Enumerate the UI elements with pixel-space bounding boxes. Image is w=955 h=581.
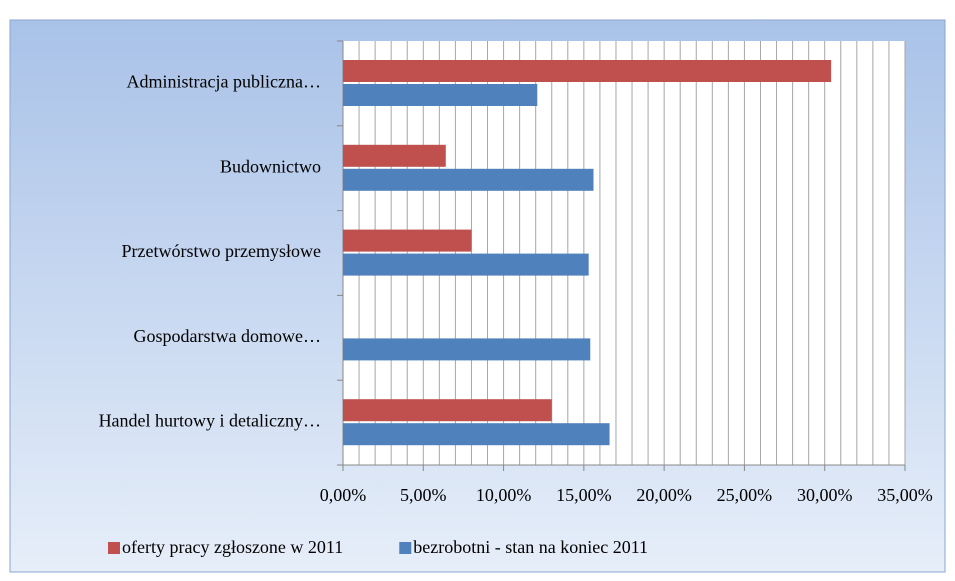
bar (343, 144, 446, 167)
bar (343, 60, 832, 82)
x-tick-label: 20,00% (636, 485, 692, 505)
plot-area (343, 41, 905, 465)
x-tick-label: 0,00% (320, 485, 367, 505)
legend-swatch (108, 542, 120, 554)
x-tick-label: 30,00% (797, 485, 853, 505)
bar (343, 253, 589, 276)
y-tick-label: Handel hurtowy i detaliczny… (99, 411, 321, 431)
x-tick-label: 5,00% (400, 485, 447, 505)
x-tick-label: 35,00% (877, 485, 933, 505)
legend-label: oferty pracy zgłoszone w 2011 (122, 537, 343, 557)
bar (343, 168, 594, 191)
x-tick-label: 15,00% (556, 485, 612, 505)
y-tick-label: Przetwórstwo przemysłowe (122, 241, 321, 261)
y-tick-label: Budownictwo (220, 156, 321, 176)
bar (343, 423, 610, 446)
bar (343, 338, 591, 361)
bar (343, 84, 538, 106)
legend-label: bezrobotni - stan na koniec 2011 (413, 537, 648, 557)
x-tick-label: 25,00% (717, 485, 773, 505)
y-tick-label: Gospodarstwa domowe… (134, 326, 321, 346)
bar (343, 229, 472, 252)
bar (343, 399, 552, 422)
legend-swatch (399, 542, 412, 554)
x-tick-label: 10,00% (476, 485, 532, 505)
y-tick-label: Administracja publiczna… (127, 72, 321, 92)
